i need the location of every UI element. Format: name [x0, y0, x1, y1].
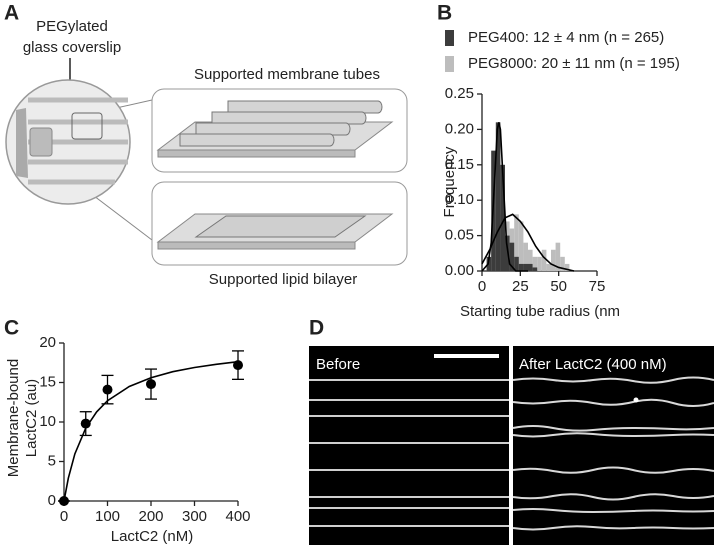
fit-curve [481, 213, 575, 272]
tubes-after [512, 376, 714, 531]
panel-label: C [4, 317, 19, 340]
y-tick-label: 10 [39, 413, 56, 430]
platform-side [157, 149, 356, 158]
panel-label: B [437, 2, 452, 25]
data-point [146, 379, 156, 390]
y-tick-label: 0.20 [445, 120, 474, 137]
tubes-mini [28, 97, 128, 185]
hist-bar [537, 256, 542, 271]
image-before [309, 346, 509, 545]
coverslip-label: glass coverslip [23, 39, 121, 56]
legend-label: PEG8000: 20 ± 11 nm (n = 195) [468, 55, 680, 72]
hist-bar [532, 267, 538, 271]
x-tick-label: 25 [512, 278, 529, 295]
hist-bar [518, 221, 524, 271]
hist-bar [551, 249, 556, 271]
edge [16, 108, 28, 178]
x-tick-label: 300 [182, 508, 207, 525]
panel-label: D [309, 317, 324, 340]
hist-bar [541, 249, 547, 271]
legend-swatch [445, 30, 454, 46]
x-tick-label: 100 [95, 508, 120, 525]
x-axis-label: LactC2 (nM) [111, 528, 194, 545]
platform-side [157, 241, 356, 250]
hist-bar [546, 263, 551, 271]
y-tick-label: 5 [48, 452, 56, 469]
y-axis-label: Frequency [441, 146, 458, 217]
hist-bar [564, 263, 570, 271]
hist-bar [555, 242, 561, 271]
tubes [179, 100, 383, 147]
hist-bar [495, 122, 501, 271]
data-point [102, 384, 113, 395]
hist-bar [523, 263, 528, 271]
x-tick-label: 0 [60, 508, 68, 525]
data-point [80, 418, 91, 429]
hist-bar [523, 242, 528, 271]
hist-bar [528, 263, 533, 271]
y-axis-label: Membrane-bound [5, 359, 22, 477]
bilayer-label: Supported lipid bilayer [209, 271, 357, 288]
legend-label: PEG400: 12 ± 4 nm (n = 265) [468, 29, 664, 46]
diagram: PEGylated glass coverslip Supported memb… [5, 18, 408, 288]
coverslip-label: PEGylated [36, 18, 108, 35]
y-tick-label: 0.15 [445, 156, 474, 173]
hist-bar [532, 256, 538, 271]
y-tick-label: 0.00 [445, 262, 474, 279]
y-axis-label: LactC2 (au) [23, 379, 40, 457]
hist-bar [500, 164, 505, 271]
panel-label: A [4, 2, 19, 25]
y-tick-label: 20 [39, 334, 56, 351]
hist-bar [509, 242, 515, 271]
hist-bar [528, 249, 533, 271]
bilayer [194, 215, 367, 238]
image-label: After LactC2 (400 nM) [519, 356, 667, 373]
hist-bar [514, 214, 519, 271]
image-after [513, 346, 714, 545]
tubes-box [71, 112, 103, 140]
x-tick-label: 400 [225, 508, 250, 525]
tubes-label: Supported membrane tubes [194, 66, 380, 83]
y-tick-label: 0.05 [445, 227, 474, 244]
data-point [233, 360, 243, 371]
bilayer-mini [29, 127, 53, 157]
x-tick-label: 50 [550, 278, 567, 295]
spot [633, 397, 639, 403]
tubes-before [309, 379, 509, 527]
fit-curve [63, 360, 239, 502]
x-tick-label: 75 [589, 278, 606, 295]
data-point [59, 496, 69, 506]
x-tick-label: 200 [138, 508, 163, 525]
legend-swatch [445, 56, 454, 72]
image-label: Before [316, 356, 360, 373]
y-tick-label: 0.25 [445, 85, 474, 102]
y-tick-label: 15 [39, 373, 56, 390]
hist-bar [514, 256, 519, 271]
x-axis-label: Starting tube radius (nm [460, 303, 620, 320]
x-tick-label: 0 [478, 278, 486, 295]
micrographs: Before After LactC2 (400 nM) [309, 346, 714, 545]
hist-bar [560, 256, 565, 271]
hist-bar [518, 263, 524, 271]
y-tick-label: 0.10 [445, 191, 474, 208]
y-tick-label: 0 [48, 492, 56, 509]
